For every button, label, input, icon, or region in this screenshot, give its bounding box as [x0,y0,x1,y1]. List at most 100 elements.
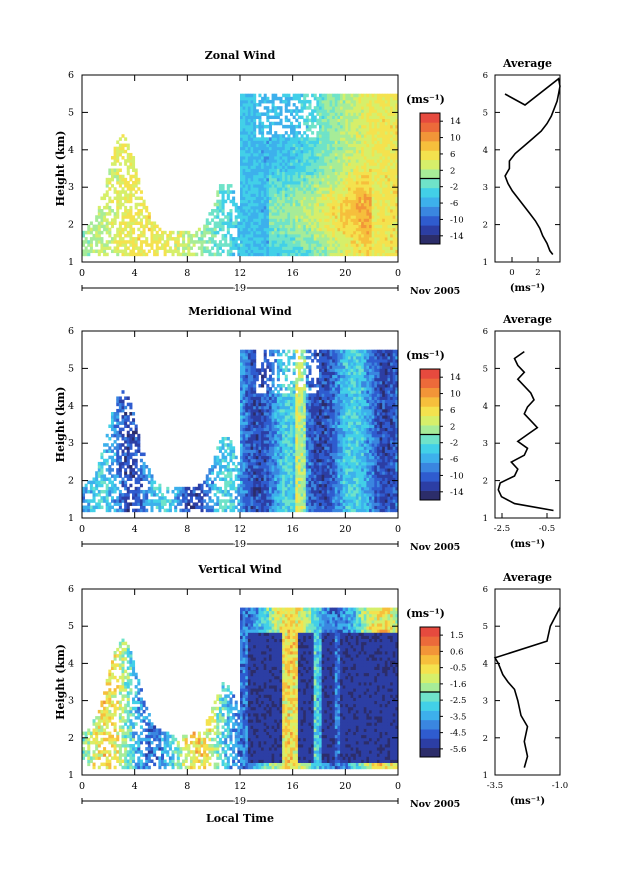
heatmap-cell [282,209,286,213]
heatmap-cell [274,202,278,207]
heatmap-cell [342,109,346,113]
heatmap-cell [274,221,278,225]
heatmap-cell [321,118,325,123]
heatmap-cell [261,237,265,241]
heatmap-cell [242,452,246,457]
heatmap-cell [116,174,120,179]
heatmap-cell [255,205,259,210]
heatmap-cell [240,215,244,219]
heatmap-cell [258,152,262,157]
heatmap-cell [358,174,362,179]
heatmap-cell [379,233,383,238]
heatmap-cell [392,131,396,135]
heatmap-cell [276,246,280,250]
heatmap-cell [387,174,391,179]
heatmap-cell [319,171,323,176]
heatmap-cell [369,174,373,179]
heatmap-cell [129,243,133,247]
heatmap-cell [384,193,388,197]
heatmap-cell [234,465,238,469]
heatmap-cell [161,499,165,503]
heatmap-cell [284,205,288,210]
heatmap-cell [321,131,325,135]
heatmap-cell [355,224,359,229]
heatmap-cell [276,171,280,176]
heatmap-cell [263,168,267,173]
heatmap-cell [213,233,217,238]
heatmap-cell [297,174,301,179]
heatmap-cell [332,134,336,138]
heatmap-cell [261,483,265,488]
heatmap-cell [184,502,188,506]
heatmap-cell [247,99,251,104]
heatmap-cell [366,205,370,210]
heatmap-cell [255,477,259,481]
heatmap-cell [224,468,228,472]
heatmap-cell [308,159,312,163]
heatmap-cell [150,489,154,494]
heatmap-cell [332,174,336,179]
heatmap-cell [126,252,130,257]
heatmap-cell [363,252,367,257]
heatmap-cell [205,221,209,225]
heatmap-cell [108,171,112,176]
heatmap-cell [311,240,315,244]
heatmap-cell [245,162,249,166]
heatmap-cell [282,230,286,235]
heatmap-cell [324,131,328,135]
heatmap-cell [110,171,114,176]
heatmap-cell [100,246,104,250]
heatmap-cell [274,193,278,197]
heatmap-cell [82,243,86,247]
heatmap-cell [97,249,101,254]
heatmap-cell [255,480,259,485]
heatmap-cell [255,177,259,182]
heatmap-cell [350,202,354,207]
heatmap-cell [253,149,257,154]
heatmap-cell [347,103,351,107]
heatmap-cell [137,202,141,207]
heatmap-cell [387,149,391,154]
heatmap-cell [103,480,107,485]
heatmap-cell [395,205,399,210]
heatmap-cell [353,121,357,126]
heatmap-cell [266,196,270,201]
heatmap-cell [316,165,320,169]
heatmap-cell [242,449,246,453]
heatmap-cell [340,146,344,151]
heatmap-cell [253,371,257,376]
heatmap-cell [287,96,291,101]
heatmap-cell [229,184,233,188]
heatmap-cell [303,199,307,204]
heatmap-cell [139,452,143,457]
heatmap-cell [382,174,386,179]
heatmap-cell [276,190,280,194]
heatmap-cell [255,471,259,475]
heatmap-cell [174,249,178,254]
heatmap-cell [126,246,130,250]
heatmap-cell [121,452,125,457]
heatmap-cell [313,184,317,188]
heatmap-cell [287,209,291,213]
heatmap-cell [284,109,288,113]
heatmap-cell [245,408,249,413]
heatmap-cell [171,249,175,254]
heatmap-cell [376,237,380,241]
heatmap-cell [369,118,373,123]
heatmap-cell [176,249,180,254]
colorbar-tick-label: -6 [450,199,458,209]
heatmap-cell [221,493,225,497]
heatmap-cell [266,227,270,232]
heatmap-cell [355,218,359,222]
heatmap-cell [334,143,338,148]
heatmap-cell [300,196,304,201]
heatmap-cell [313,140,317,144]
heatmap-cell [361,199,365,204]
heatmap-cell [200,230,204,235]
heatmap-cell [297,243,301,247]
heatmap-cell [242,359,246,363]
heatmap-cell [347,230,351,235]
heatmap-cell [187,240,191,244]
heatmap-cell [250,218,254,222]
heatmap-cell [263,93,267,98]
